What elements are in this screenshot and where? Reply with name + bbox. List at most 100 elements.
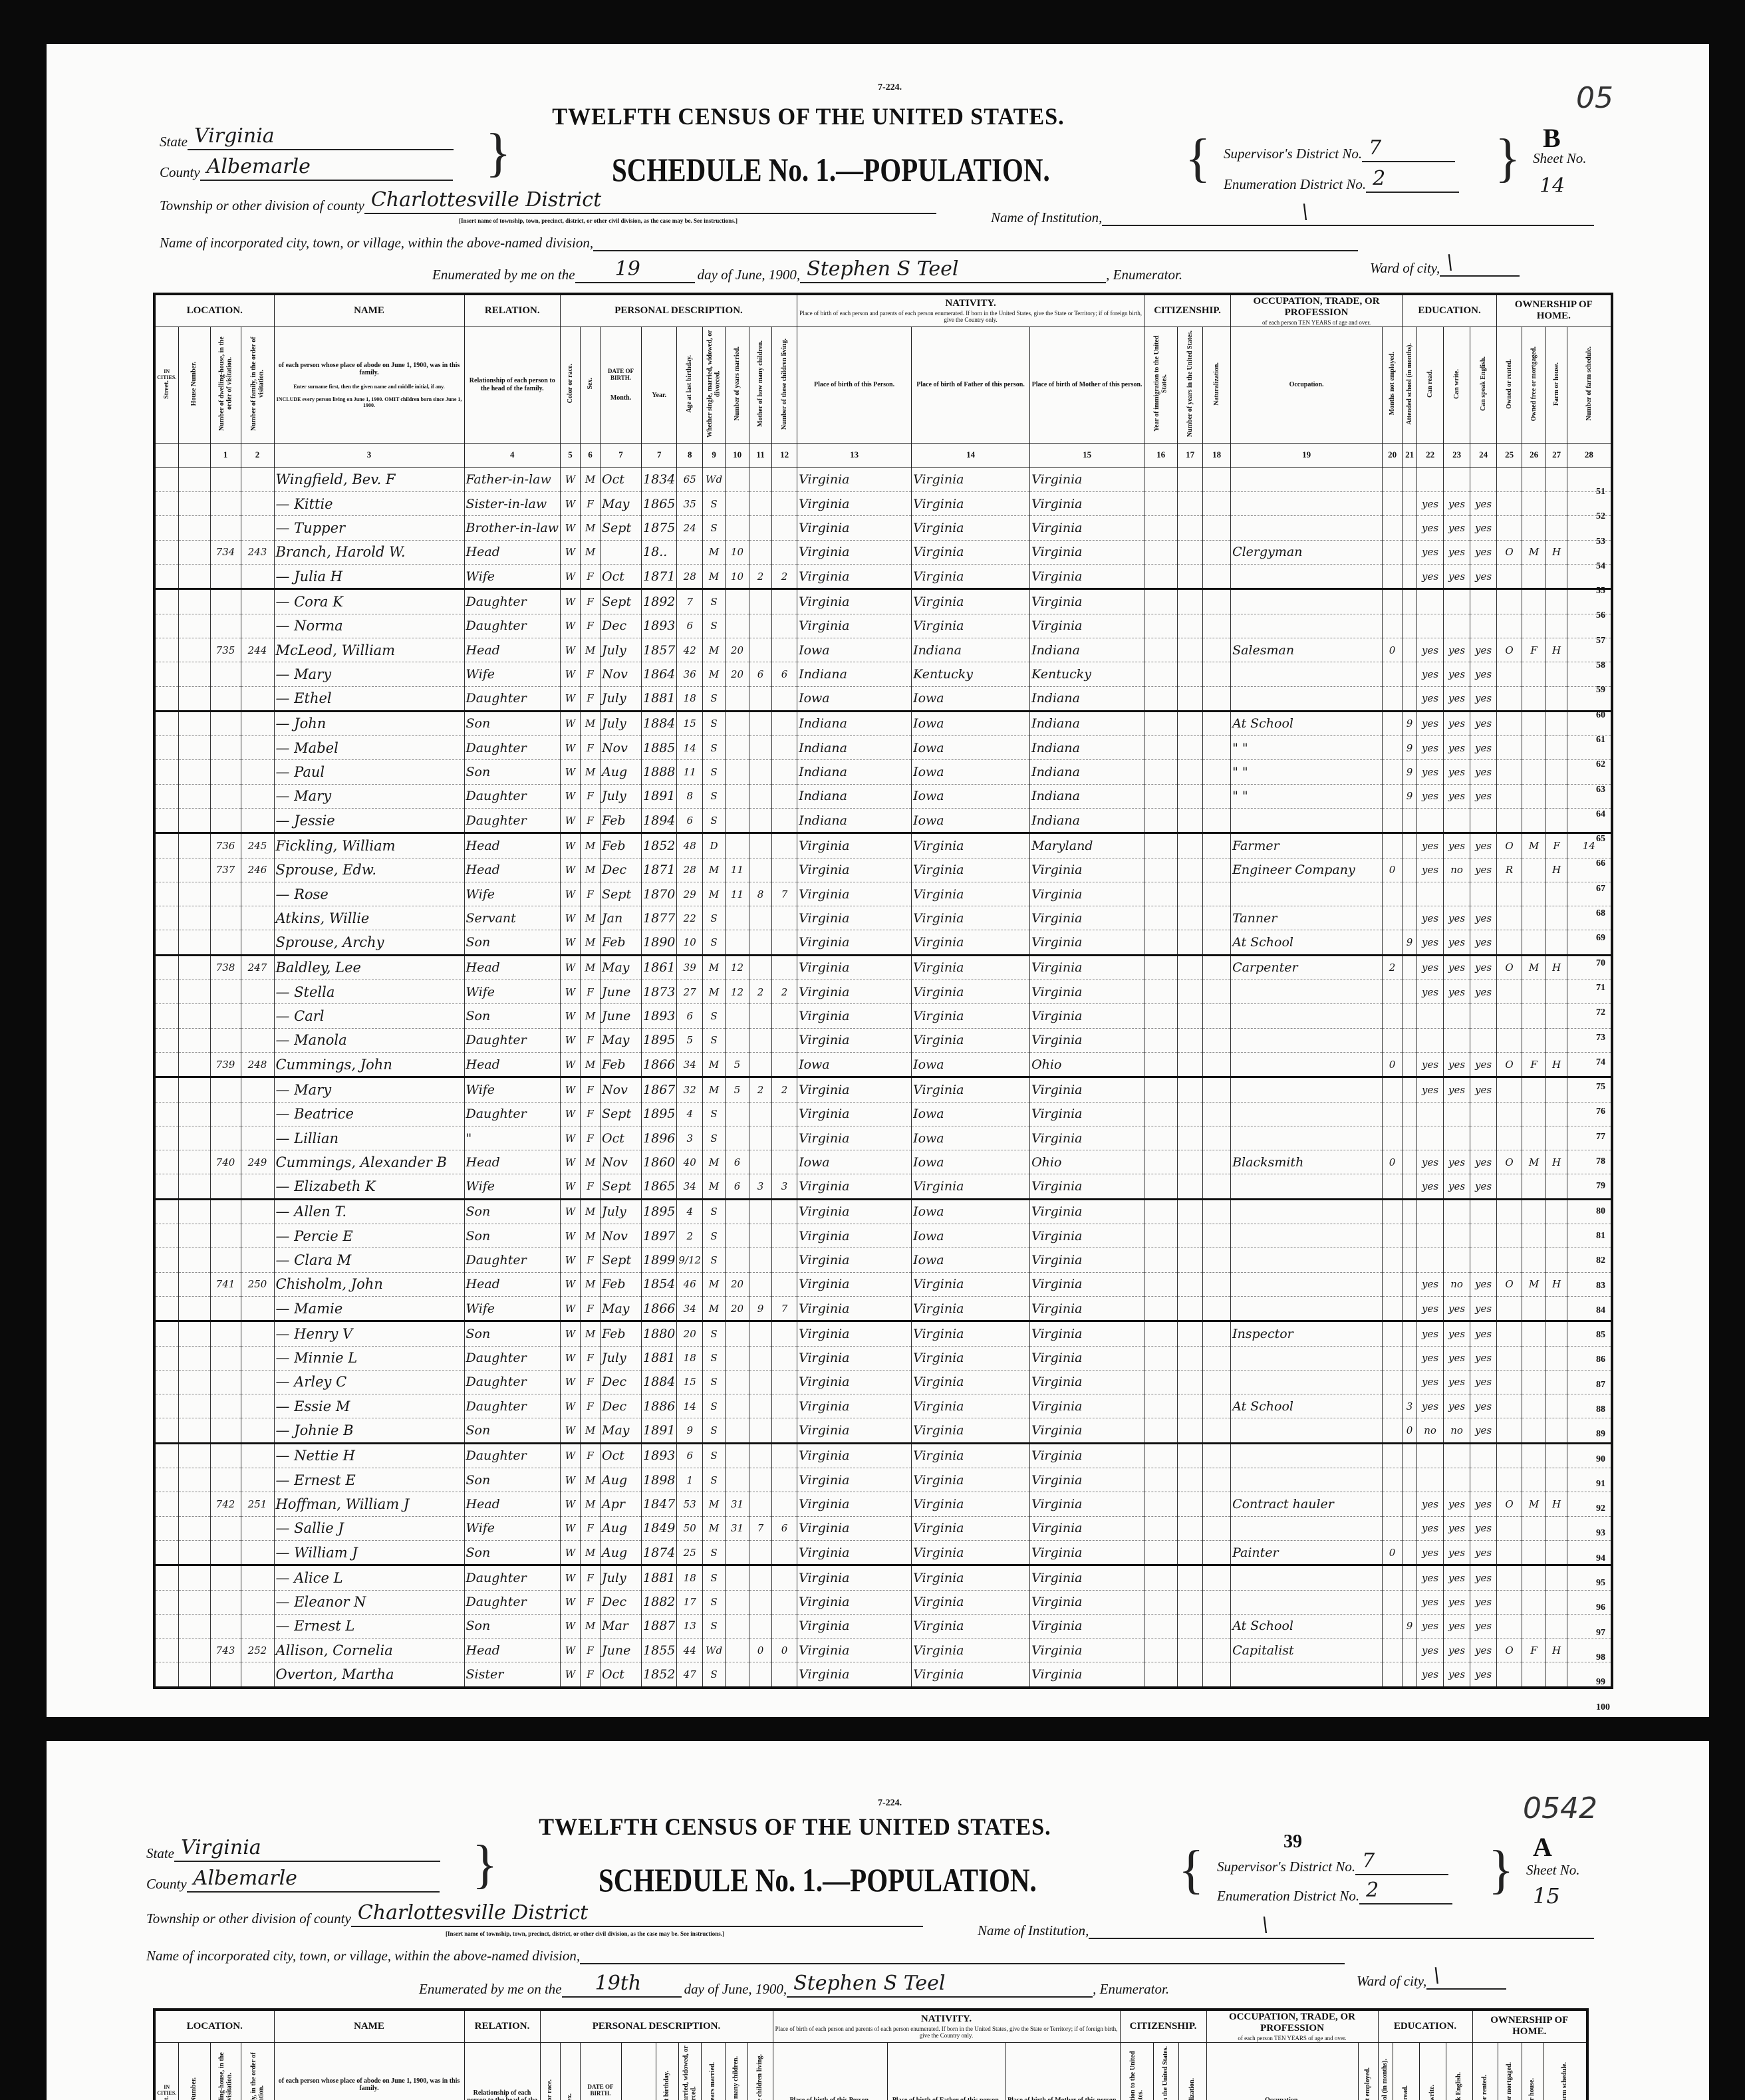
cell-yrs-married: 12 (725, 980, 750, 1005)
cell-yrs-married (725, 1247, 750, 1273)
cell-house (178, 1418, 211, 1444)
cell-farm-house (1545, 1126, 1568, 1151)
sub-label-farm_no: Number of farm schedule. (1561, 2062, 1568, 2100)
cell-occupation (1230, 1272, 1383, 1297)
cell-dwelling (209, 589, 241, 614)
cell-name: — Ethel (273, 686, 465, 712)
sub-label-years_us: Number of years in the United States. (1162, 2046, 1170, 2100)
cell-farm-no (1567, 1224, 1613, 1249)
cell-bp-father: Virginia (911, 614, 1031, 638)
cell-age: 7 (676, 589, 704, 614)
cell-relation: Wife (464, 882, 561, 907)
cell-bp-mother: Virginia (1029, 1418, 1145, 1444)
cell-yrs-married (725, 1199, 750, 1225)
cell-relation: Head (464, 858, 561, 882)
cell-dwelling (209, 1077, 241, 1103)
cell-name: Atkins, Willie (273, 906, 465, 931)
cell-month: Sept (600, 1247, 642, 1273)
cell-free (1522, 784, 1547, 809)
cell-yrs-married (725, 930, 750, 956)
column-number: 10 (725, 442, 750, 468)
column-number (154, 442, 179, 468)
cell-owned (1496, 1565, 1523, 1591)
subheader-naturalization: Naturalization. (1178, 2041, 1207, 2100)
cell-read: yes (1416, 955, 1444, 981)
line-number: 100 (1596, 1702, 1610, 1712)
group-label-name: NAME (354, 305, 384, 316)
group-label-ownership: OWNERSHIP OF HOME. (1514, 299, 1593, 322)
sub-label-bp_person: Place of birth of this Person. (774, 2097, 886, 2100)
cell-write: no (1443, 1272, 1471, 1297)
cell-month: Oct (600, 1443, 642, 1469)
cell-street (154, 711, 179, 737)
subheader-age: Age at last birthday. (676, 326, 704, 444)
cell-occupation (1230, 1003, 1383, 1029)
cell-name: — Eleanor N (273, 1590, 465, 1615)
sub-label-dwelling: Number of dwelling-house, in the order o… (217, 2052, 233, 2100)
cell-age: 4 (676, 1102, 704, 1126)
cell-yrs-married: 20 (725, 638, 750, 663)
cell-sex: M (580, 930, 601, 956)
cell-farm-no (1567, 1614, 1613, 1639)
cell-living (771, 759, 798, 785)
sub-label-family: Number of family, in the order of visita… (249, 336, 265, 431)
cell-yrs-married (725, 1540, 750, 1567)
cell-read: yes (1416, 1492, 1444, 1517)
cell-mother-of: 9 (749, 1296, 773, 1323)
cell-name: — Henry V (273, 1321, 465, 1347)
cell-sex: M (580, 833, 601, 858)
subheader-occupation: Occupation. (1230, 326, 1383, 444)
column-number: 4 (464, 442, 561, 468)
sub-label-yrs_married: Number of years married. (709, 2062, 717, 2100)
cell-mother-of: 8 (749, 882, 773, 907)
cell-school (1402, 1224, 1418, 1249)
cell-speak: yes (1470, 711, 1498, 737)
cell-bp-father: Iowa (911, 1150, 1031, 1175)
enumerated-month-label: day of June, 1900, (684, 1981, 787, 1997)
cell-farm-house (1545, 930, 1568, 956)
cell-age: 18 (676, 1565, 704, 1591)
cell-bp-father: Virginia (911, 1614, 1031, 1639)
cell-imm-year (1144, 882, 1178, 907)
cell-family: 246 (240, 858, 275, 882)
cell-unemployed (1382, 906, 1403, 931)
cell-years-us (1177, 1394, 1204, 1419)
cell-marital: S (702, 1418, 726, 1444)
cell-write: yes (1443, 735, 1471, 761)
cell-school: 9 (1402, 735, 1418, 761)
cell-owned (1496, 1590, 1523, 1615)
cell-living (771, 808, 798, 835)
cell-street (154, 1516, 179, 1541)
subheader-write: Can write. (1418, 2041, 1446, 2100)
cell-school (1402, 1370, 1418, 1395)
group-label-occupation: OCCUPATION, TRADE, OR PROFESSION (1228, 2012, 1355, 2034)
cell-yrs-married (725, 1321, 750, 1347)
header-number-row: 1 2 3 4 5 6 7 7 8 9 10 11 12 13 14 15 16 17 18 19 20 21 22 23 24… (154, 442, 1613, 468)
cell-name: Branch, Harold W. (273, 540, 465, 565)
cell-family (240, 1174, 275, 1200)
cell-age: 46 (676, 1272, 704, 1297)
cell-write: yes (1443, 1394, 1471, 1419)
sub-label-yrs_married: Number of years married. (733, 346, 741, 421)
cell-bp-father: Virginia (911, 491, 1031, 517)
sub-label-family: Number of family, in the order of visita… (249, 2052, 265, 2100)
cell-color: W (560, 1028, 581, 1053)
cell-bp-mother: Virginia (1029, 1590, 1145, 1615)
cell-bp-person: Virginia (797, 1370, 912, 1395)
cell-relation: Son (464, 1003, 561, 1029)
cell-mother-of (749, 930, 773, 956)
cell-family: 252 (240, 1638, 275, 1663)
cell-read: yes (1416, 1296, 1444, 1323)
cell-unemployed (1382, 930, 1403, 956)
cell-color: W (560, 906, 581, 931)
cell-dwelling (209, 491, 241, 517)
cell-write: yes (1443, 1150, 1471, 1175)
cell-relation: Daughter (464, 1247, 561, 1273)
cell-free (1522, 1247, 1547, 1273)
cell-color: W (560, 686, 581, 712)
cell-occupation (1230, 662, 1383, 687)
cell-year: 1857 (641, 638, 678, 663)
cell-bp-father: Virginia (911, 1370, 1031, 1395)
cell-dwelling: 735 (209, 638, 241, 663)
cell-marital: S (702, 930, 726, 956)
